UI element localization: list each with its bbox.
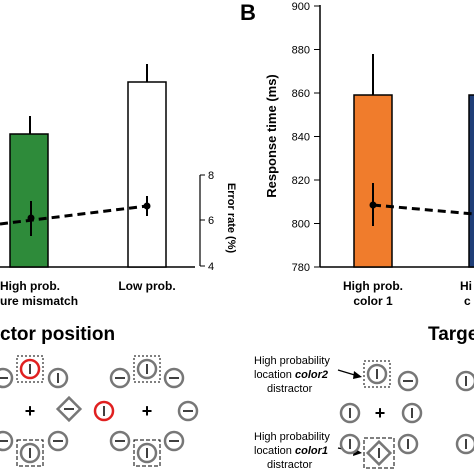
panel-b-section-title: Targe [428, 324, 474, 345]
y-tick-label: 820 [292, 175, 310, 187]
error-rate-axis-label: Error rate (%) [225, 183, 237, 254]
y-tick-label: 880 [292, 45, 310, 57]
category-label-a1-line1: High prob. [0, 279, 60, 293]
y-tick-label: 780 [292, 262, 310, 274]
category-label-b1-line2: color 1 [353, 294, 393, 308]
category-label-a1-line2: ure mismatch [0, 294, 78, 308]
panel-b-y-ticks [314, 5, 320, 268]
legend-color1-line3: distractor [267, 459, 313, 471]
y-tick-label: 840 [292, 132, 310, 144]
high-prob-location-box [16, 355, 44, 383]
legend-color2-line1: High probability [254, 355, 330, 367]
error-rate-point-a1 [27, 214, 35, 222]
fixation-cross: + [375, 403, 386, 423]
legend-color1-prefix: location [254, 445, 295, 457]
error-rate-point-b1 [369, 201, 377, 209]
high-prob-location-box [133, 355, 161, 383]
fixation-cross: + [142, 401, 153, 421]
error-rate-point-a2 [143, 202, 151, 210]
y-axis-label: Response time (ms) [264, 74, 279, 198]
category-label-b1-line1: High prob. [343, 279, 403, 293]
category-label-a2-line1: Low prob. [118, 279, 175, 293]
legend-color1-italic: color1 [295, 445, 328, 457]
fixation-cross: + [25, 401, 36, 421]
legend-color2-italic: color2 [295, 369, 328, 381]
bar-high-prob-feature-mismatch [9, 133, 49, 268]
error-rate-tick-label: 6 [208, 215, 214, 227]
legend-color1-line2: location color1 [254, 445, 328, 457]
error-rate-line-a [0, 204, 148, 226]
error-rate-tick-label: 8 [208, 170, 214, 182]
bar-low-prob [127, 81, 167, 268]
category-label-b2-line2: c [464, 294, 471, 308]
high-prob-location-box-color1 [363, 437, 395, 469]
panel-b-letter: B [240, 0, 256, 25]
legend-color2-line2: location color2 [254, 369, 328, 381]
bar-high-prob-color2 [468, 94, 474, 268]
legend-color1-line1: High probability [254, 431, 330, 443]
panel-b: B 900 880 860 840 820 800 780 Response t… [240, 0, 474, 345]
panel-a: 8 6 4 Error rate (%) High prob. ure mism… [0, 64, 237, 345]
y-tick-label: 800 [292, 219, 310, 231]
low-prob-location-box [16, 439, 44, 467]
error-rate-line-b [372, 203, 474, 216]
category-label-b2-line1: Hi [460, 279, 472, 293]
legend-color2-prefix: location [254, 369, 295, 381]
y-tick-label: 900 [292, 1, 310, 13]
legend-color2-line3: distractor [267, 383, 313, 395]
low-prob-location-box [133, 439, 161, 467]
panel-a-stimuli: + + [0, 355, 199, 467]
panel-a-section-title: ctor position [0, 324, 115, 345]
high-prob-location-box-color2 [363, 360, 391, 388]
y-tick-label: 860 [292, 88, 310, 100]
legend-color2-arrowhead [353, 371, 362, 379]
error-rate-tick-label: 4 [208, 261, 214, 273]
bar-high-prob-color1 [353, 94, 393, 268]
panel-b-stimuli: High probability location color2 distrac… [254, 355, 474, 471]
